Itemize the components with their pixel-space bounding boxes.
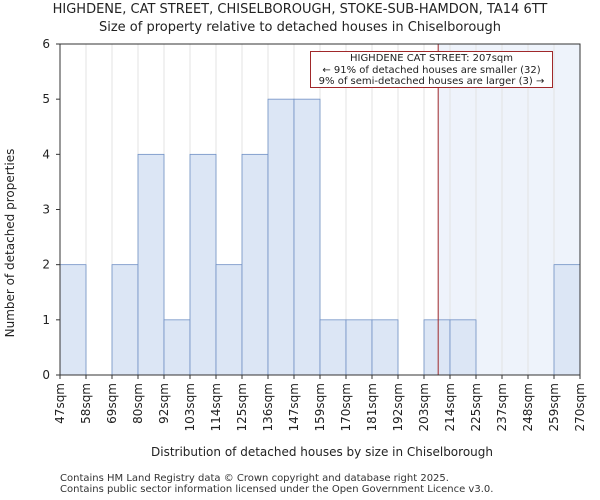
x-tick-label: 80sqm (131, 383, 145, 424)
x-tick-label: 192sqm (391, 383, 405, 431)
x-tick-label: 170sqm (339, 383, 353, 431)
histogram-bar (189, 153, 217, 376)
x-tick-label: 181sqm (365, 383, 379, 431)
histogram-bar (371, 319, 399, 376)
annotation-box: HIGHDENE CAT STREET: 207sqm ← 91% of det… (310, 51, 553, 88)
x-tick-label: 225sqm (469, 383, 483, 431)
histogram-bar (137, 153, 165, 376)
annotation-line-3: 9% of semi-detached houses are larger (3… (318, 76, 545, 87)
y-axis-label: Number of detached properties (3, 149, 17, 338)
histogram-bar (423, 319, 451, 376)
annotation-line-2: ← 91% of detached houses are smaller (32… (322, 64, 541, 76)
x-tick-label: 92sqm (157, 383, 171, 424)
x-tick-label: 69sqm (105, 383, 119, 424)
histogram-bar (345, 319, 373, 376)
histogram-bar (553, 264, 581, 376)
y-tick-label: 2 (42, 258, 50, 272)
x-tick-label: 114sqm (209, 383, 223, 431)
x-tick-label: 259sqm (547, 383, 561, 431)
x-tick-label: 203sqm (417, 383, 431, 431)
histogram-bar (59, 264, 87, 376)
histogram-bar (111, 264, 139, 376)
y-tick-label: 4 (42, 147, 50, 161)
x-tick-label: 47sqm (53, 383, 67, 424)
footer-line-1: Contains HM Land Registry data © Crown c… (60, 473, 449, 484)
x-tick-label: 237sqm (495, 383, 509, 431)
histogram-bar (163, 319, 191, 376)
x-tick-label: 270sqm (573, 383, 587, 431)
x-tick-label: 214sqm (443, 383, 457, 431)
y-tick-label: 3 (42, 203, 50, 217)
y-tick-label: 1 (42, 313, 50, 327)
chart-title: HIGHDENE, CAT STREET, CHISELBOROUGH, STO… (52, 2, 548, 17)
x-tick-label: 248sqm (521, 383, 535, 431)
x-tick-label: 147sqm (287, 383, 301, 431)
histogram-bar (267, 98, 295, 376)
histogram-bar (215, 264, 243, 376)
y-tick-label: 0 (42, 368, 50, 382)
y-tick-label: 6 (42, 37, 50, 51)
x-tick-label: 58sqm (79, 383, 93, 424)
y-tick-label: 5 (42, 92, 50, 106)
histogram-bar (449, 319, 477, 376)
chart-subtitle: Size of property relative to detached ho… (98, 20, 502, 35)
histogram-bar (319, 319, 347, 376)
histogram-bar (241, 153, 269, 376)
x-axis-label: Distribution of detached houses by size … (151, 445, 493, 459)
annotation-line-1: HIGHDENE CAT STREET: 207sqm (349, 53, 514, 64)
x-tick-label: 125sqm (235, 383, 249, 431)
x-tick-label: 159sqm (313, 383, 327, 431)
x-tick-label: 103sqm (183, 383, 197, 431)
histogram-bar (293, 98, 321, 376)
footer-line-2: Contains public sector information licen… (60, 484, 494, 495)
x-tick-label: 136sqm (261, 383, 275, 431)
